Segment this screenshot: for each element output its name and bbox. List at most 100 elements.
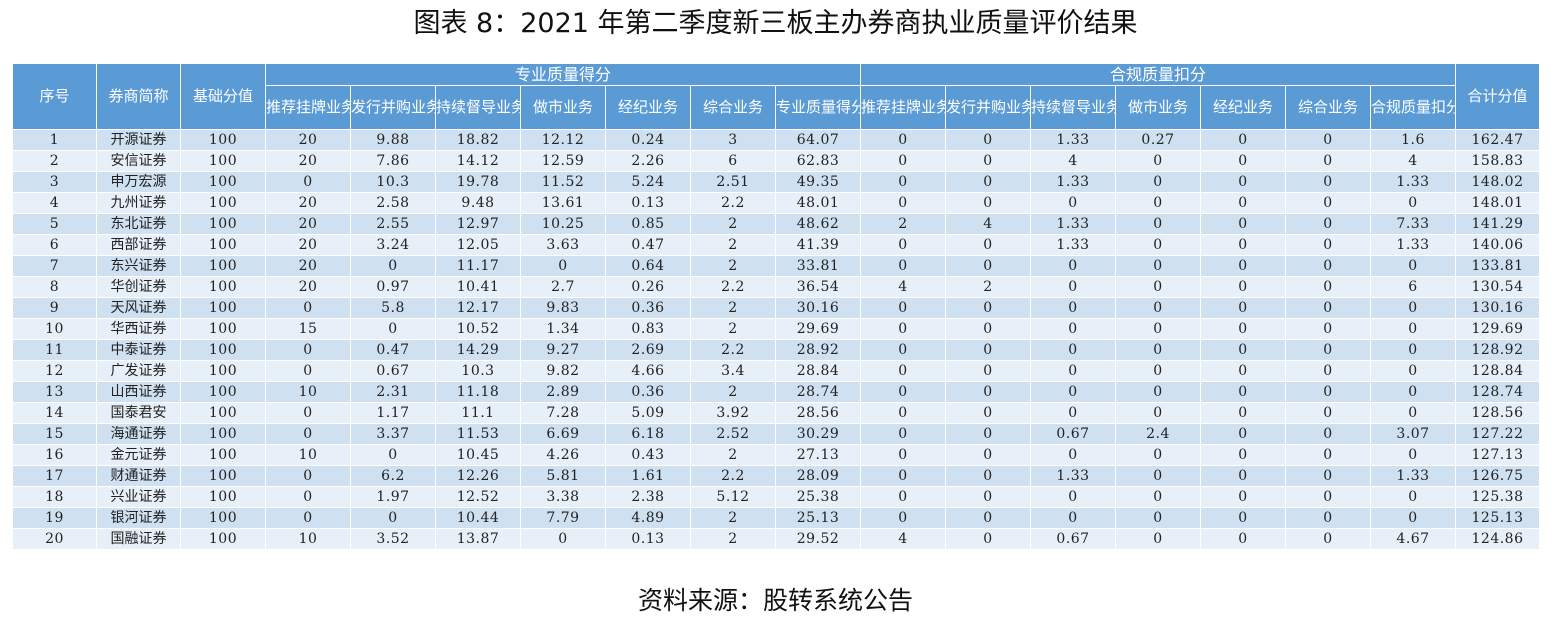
- table-cell: 100: [180, 255, 266, 277]
- table-cell: 3.52: [350, 528, 436, 550]
- table-cell: 5.09: [605, 402, 691, 424]
- table-cell: 2.2: [690, 192, 776, 214]
- table-cell: 10.3: [435, 360, 521, 382]
- table-cell: 64.07: [775, 129, 861, 151]
- table-cell: 100: [180, 402, 266, 424]
- table-cell: 14.29: [435, 339, 521, 361]
- table-cell: 100: [180, 528, 266, 550]
- table-cell: 0: [1285, 297, 1371, 319]
- table-cell: 2: [690, 444, 776, 466]
- table-cell: 12.52: [435, 486, 521, 508]
- table-cell: 25.38: [775, 486, 861, 508]
- table-cell: 10: [265, 444, 351, 466]
- table-cell: 0: [1030, 297, 1116, 319]
- table-cell: 0: [1115, 150, 1201, 172]
- broker-name-cell: 安信证券: [96, 150, 181, 172]
- table-cell: 0: [1285, 444, 1371, 466]
- table-cell: 0: [860, 150, 946, 172]
- table-cell: 2: [690, 318, 776, 340]
- table-cell: 100: [180, 192, 266, 214]
- table-cell: 0: [1030, 486, 1116, 508]
- table-cell: 3.24: [350, 234, 436, 256]
- table-cell: 0: [350, 318, 436, 340]
- page-title: 图表 8：2021 年第二季度新三板主办券商执业质量评价结果: [413, 8, 1138, 39]
- table-cell: 0: [860, 507, 946, 529]
- table-cell: 41.39: [775, 234, 861, 256]
- table-cell: 1.33: [1030, 171, 1116, 193]
- header-professional-group: 专业质量得分: [265, 63, 861, 86]
- table-row: 19 银河证券 100 0 0 10.44 7.79 4.89 2 25.13 0 0 0 0 0 0 0 125…: [12, 507, 1540, 529]
- header-compliance-col: 做市业务: [1115, 85, 1201, 130]
- table-cell: 0.83: [605, 318, 691, 340]
- table-cell: 0.64: [605, 255, 691, 277]
- table-cell: 20: [265, 213, 351, 235]
- broker-name-cell: 开源证券: [96, 129, 181, 151]
- table-cell: 2: [690, 507, 776, 529]
- table-cell: 1: [12, 129, 97, 151]
- broker-name-cell: 国泰君安: [96, 402, 181, 424]
- table-cell: 0: [945, 339, 1031, 361]
- table-cell: 1.97: [350, 486, 436, 508]
- table-cell: 0: [265, 360, 351, 382]
- table-cell: 0: [860, 423, 946, 445]
- table-cell: 0: [1285, 255, 1371, 277]
- table-cell: 0: [1030, 318, 1116, 340]
- table-cell: 129.69: [1455, 318, 1540, 340]
- table-cell: 3.63: [520, 234, 606, 256]
- broker-name-cell: 山西证券: [96, 381, 181, 403]
- table-cell: 49.35: [775, 171, 861, 193]
- table-cell: 4: [860, 528, 946, 550]
- table-cell: 20: [265, 129, 351, 151]
- broker-name-cell: 财通证券: [96, 465, 181, 487]
- table-cell: 0: [1200, 486, 1286, 508]
- table-cell: 11.53: [435, 423, 521, 445]
- table-cell: 2.55: [350, 213, 436, 235]
- table-cell: 0.47: [605, 234, 691, 256]
- table-cell: 7.28: [520, 402, 606, 424]
- table-cell: 100: [180, 486, 266, 508]
- table-cell: 1.33: [1370, 234, 1456, 256]
- table-cell: 0: [945, 297, 1031, 319]
- table-cell: 0: [860, 465, 946, 487]
- table-cell: 2.89: [520, 381, 606, 403]
- broker-name-cell: 海通证券: [96, 423, 181, 445]
- table-cell: 0: [1200, 339, 1286, 361]
- table-cell: 0: [1115, 528, 1201, 550]
- table-cell: 3: [690, 129, 776, 151]
- table-cell: 29.52: [775, 528, 861, 550]
- table-cell: 0.13: [605, 528, 691, 550]
- table-cell: 0: [1115, 486, 1201, 508]
- header-compliance-group: 合规质量扣分: [860, 63, 1456, 86]
- table-cell: 125.13: [1455, 507, 1540, 529]
- table-cell: 0: [1200, 150, 1286, 172]
- table-cell: 0: [945, 444, 1031, 466]
- table-cell: 0: [945, 171, 1031, 193]
- table-cell: 20: [265, 150, 351, 172]
- table-row: 12 广发证券 100 0 0.67 10.3 9.82 4.66 3.4 28.84 0 0 0 0 0 0…: [12, 360, 1540, 382]
- table-cell: 9.27: [520, 339, 606, 361]
- table-cell: 0: [860, 192, 946, 214]
- table-cell: 100: [180, 129, 266, 151]
- table-cell: 0: [1285, 276, 1371, 298]
- table-cell: 0: [1200, 297, 1286, 319]
- table-cell: 141.29: [1455, 213, 1540, 235]
- table-cell: 48.01: [775, 192, 861, 214]
- table-row: 8 华创证券 100 20 0.97 10.41 2.7 0.26 2.2 36.54 4 2 0 0 0 0…: [12, 276, 1540, 298]
- table-cell: 0.67: [1030, 423, 1116, 445]
- broker-name-cell: 九州证券: [96, 192, 181, 214]
- table-cell: 6.2: [350, 465, 436, 487]
- table-cell: 15: [12, 423, 97, 445]
- table-cell: 0.13: [605, 192, 691, 214]
- table-cell: 0: [1285, 192, 1371, 214]
- table-cell: 0: [1115, 276, 1201, 298]
- broker-name-cell: 国融证券: [96, 528, 181, 550]
- header-base-score: 基础分值: [180, 63, 266, 130]
- table-cell: 2: [690, 234, 776, 256]
- table-cell: 0: [1200, 444, 1286, 466]
- table-cell: 0: [1030, 276, 1116, 298]
- broker-name-cell: 华西证券: [96, 318, 181, 340]
- table-cell: 18: [12, 486, 97, 508]
- table-cell: 8: [12, 276, 97, 298]
- table-cell: 0: [265, 339, 351, 361]
- table-cell: 18.82: [435, 129, 521, 151]
